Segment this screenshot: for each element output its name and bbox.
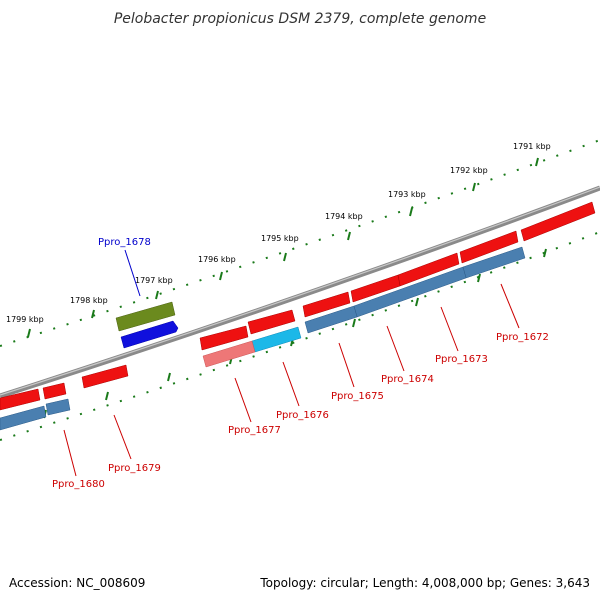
major-ticks <box>27 157 539 338</box>
gene-tile-olive[interactable] <box>115 301 176 332</box>
gene-arrow[interactable] <box>247 309 296 335</box>
gene-label[interactable]: Ppro_1678 <box>98 237 151 248</box>
gene-label[interactable]: Ppro_1673 <box>435 354 488 365</box>
gene-arrow[interactable] <box>199 325 249 351</box>
gene-arrow[interactable] <box>350 274 401 303</box>
feature-bar[interactable] <box>304 305 358 334</box>
gene-label[interactable]: Ppro_1672 <box>496 332 549 343</box>
tick-label: 1796 kbp <box>198 255 236 264</box>
gene-label[interactable]: Ppro_1674 <box>381 374 434 385</box>
feature-bar[interactable] <box>45 398 71 416</box>
gene-label[interactable]: Ppro_1680 <box>52 479 105 490</box>
gene-labels: Ppro_1672 Ppro_1673 Ppro_1674 Ppro_1675 … <box>52 237 549 490</box>
gene-arrow[interactable] <box>0 388 41 411</box>
accession-text: Accession: NC_008609 <box>9 576 146 590</box>
forward-genes <box>0 201 596 411</box>
gene-label[interactable]: Ppro_1679 <box>108 463 161 474</box>
gene-label[interactable]: Ppro_1675 <box>331 391 384 402</box>
feature-bar[interactable] <box>202 340 256 368</box>
map-title: Pelobacter propionicus DSM 2379, complet… <box>114 11 486 27</box>
tick-label: 1797 kbp <box>135 276 173 285</box>
feature-bar[interactable] <box>0 405 47 431</box>
tick-labels: 1791 kbp 1792 kbp 1793 kbp 1794 kbp 1795… <box>6 142 551 324</box>
tick-label: 1798 kbp <box>70 296 108 305</box>
tick-label: 1793 kbp <box>388 190 426 199</box>
genome-info-text: Topology: circular; Length: 4,008,000 bp… <box>260 576 590 590</box>
tick-label: 1795 kbp <box>261 234 299 243</box>
tick-label: 1799 kbp <box>6 315 44 324</box>
gene-arrow[interactable] <box>459 230 519 264</box>
gene-arrow[interactable] <box>42 382 67 400</box>
reverse-features <box>0 246 526 431</box>
tick-label: 1792 kbp <box>450 166 488 175</box>
tick-label: 1794 kbp <box>325 212 363 221</box>
tick-label: 1791 kbp <box>513 142 551 151</box>
gene-tile-blue[interactable] <box>120 320 179 349</box>
genome-backbone <box>0 185 600 399</box>
label-leaders <box>63 249 520 477</box>
gene-arrow[interactable] <box>302 291 351 318</box>
gene-arrow[interactable] <box>81 364 129 389</box>
gene-label[interactable]: Ppro_1676 <box>276 410 329 421</box>
gene-arrow[interactable] <box>520 201 596 242</box>
gene-label[interactable]: Ppro_1677 <box>228 425 281 436</box>
